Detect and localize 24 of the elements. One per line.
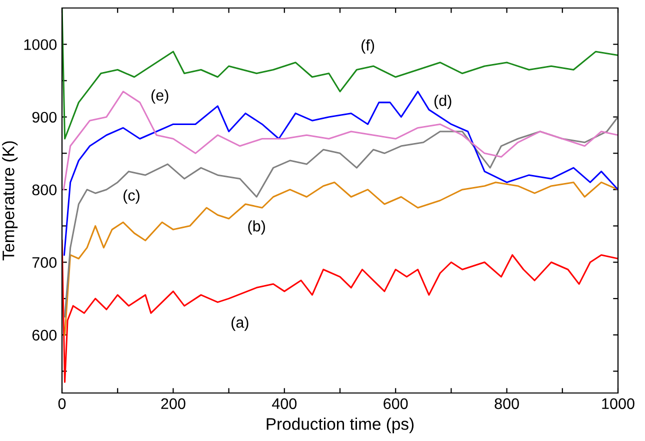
x-axis-title: Production time (ps) xyxy=(266,418,414,434)
y-tick-label: 700 xyxy=(32,257,57,268)
line-series xyxy=(63,90,618,256)
line-series xyxy=(62,240,618,383)
y-tick-label: 1000 xyxy=(24,39,57,50)
x-tick-label: 600 xyxy=(384,398,408,410)
x-tick-label: 800 xyxy=(494,398,519,410)
series-label: (c) xyxy=(124,190,140,204)
line-series xyxy=(64,182,618,336)
series-label: (d) xyxy=(434,94,452,110)
y-tick-label: 600 xyxy=(32,330,57,341)
line-series xyxy=(64,116,618,318)
x-tick-label: 200 xyxy=(161,398,186,410)
x-tick-label: 0 xyxy=(58,398,66,410)
series-label: (e) xyxy=(151,89,168,104)
line-series xyxy=(62,90,618,190)
y-axis-title: Temperature (K) xyxy=(2,141,18,260)
series-label: (a) xyxy=(232,316,248,331)
y-tick-label: 800 xyxy=(32,184,57,196)
series-label: (b) xyxy=(248,220,265,235)
x-tick-label: 400 xyxy=(272,398,297,410)
series-label: (f) xyxy=(362,39,374,54)
y-tick-label: 900 xyxy=(32,112,57,123)
x-tick-label: 1000 xyxy=(602,398,634,410)
